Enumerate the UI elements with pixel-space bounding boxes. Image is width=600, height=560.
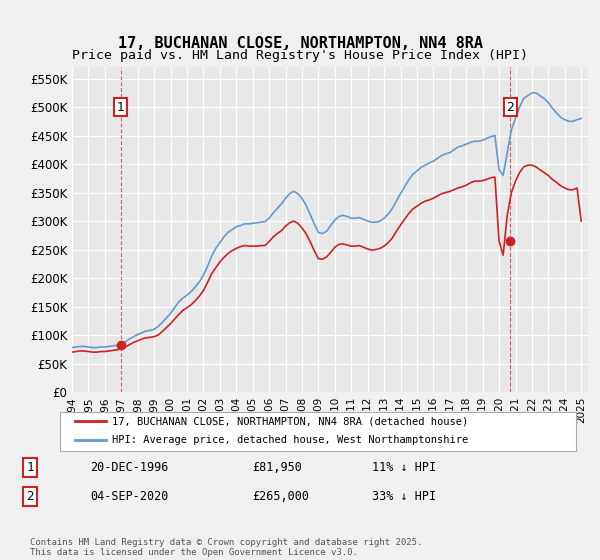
- Text: 11% ↓ HPI: 11% ↓ HPI: [372, 461, 436, 474]
- Text: 2: 2: [26, 490, 34, 503]
- Text: 04-SEP-2020: 04-SEP-2020: [90, 490, 169, 503]
- Text: 17, BUCHANAN CLOSE, NORTHAMPTON, NN4 8RA (detached house): 17, BUCHANAN CLOSE, NORTHAMPTON, NN4 8RA…: [112, 417, 468, 426]
- Text: 1: 1: [117, 101, 125, 114]
- Text: £265,000: £265,000: [252, 490, 309, 503]
- Text: 2: 2: [506, 101, 514, 114]
- Text: 17, BUCHANAN CLOSE, NORTHAMPTON, NN4 8RA: 17, BUCHANAN CLOSE, NORTHAMPTON, NN4 8RA: [118, 36, 482, 52]
- Text: 20-DEC-1996: 20-DEC-1996: [90, 461, 169, 474]
- Text: 33% ↓ HPI: 33% ↓ HPI: [372, 490, 436, 503]
- Text: HPI: Average price, detached house, West Northamptonshire: HPI: Average price, detached house, West…: [112, 435, 468, 445]
- Text: £81,950: £81,950: [252, 461, 302, 474]
- Text: 1: 1: [26, 461, 34, 474]
- Text: Price paid vs. HM Land Registry's House Price Index (HPI): Price paid vs. HM Land Registry's House …: [72, 49, 528, 62]
- Text: Contains HM Land Registry data © Crown copyright and database right 2025.
This d: Contains HM Land Registry data © Crown c…: [30, 538, 422, 557]
